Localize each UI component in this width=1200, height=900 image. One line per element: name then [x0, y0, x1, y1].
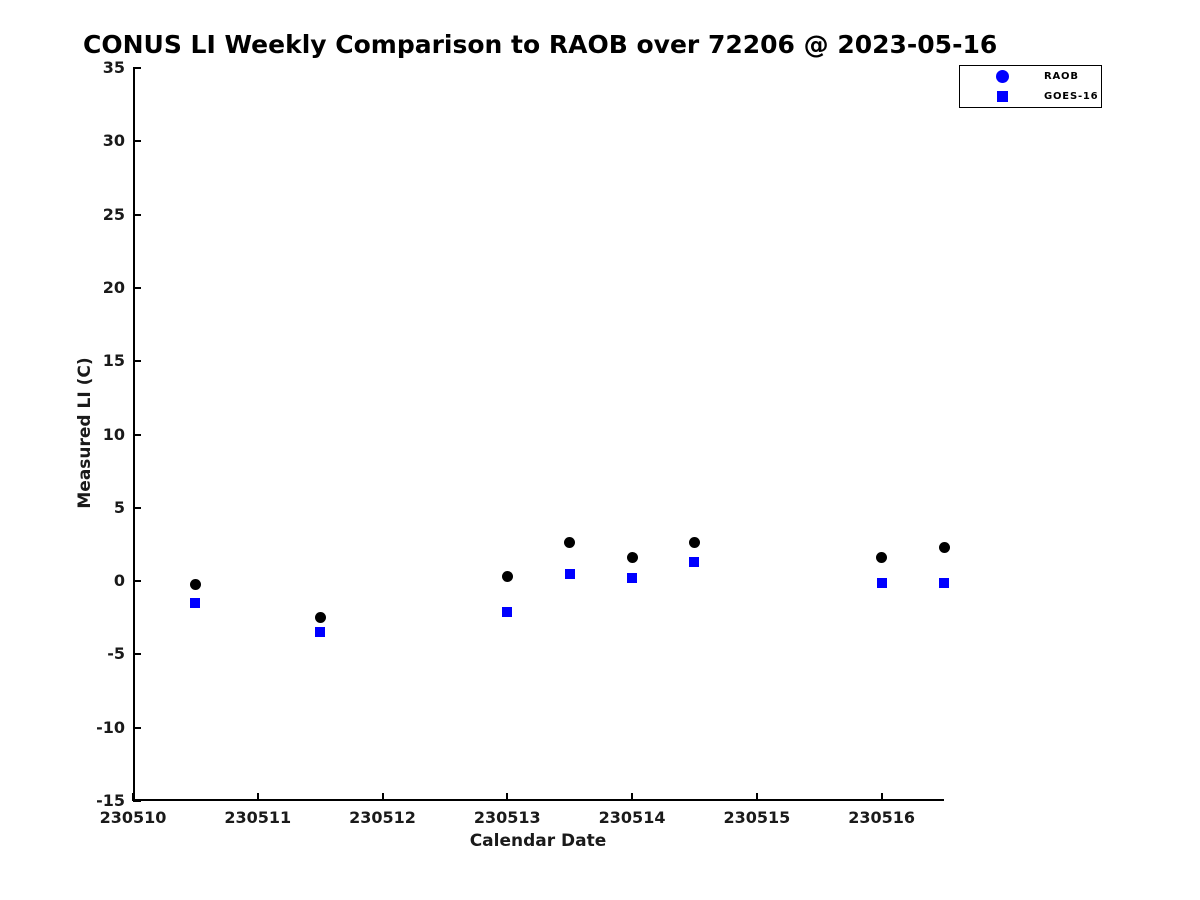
raob-data-marker: [626, 552, 638, 564]
y-tick-mark: [133, 580, 141, 583]
y-tick-label: 20: [102, 277, 125, 297]
legend-label-raob: RAOB: [1044, 71, 1079, 83]
raob-data-marker: [189, 578, 201, 590]
y-tick-label: -10: [96, 717, 125, 737]
x-tick-label: 230513: [473, 808, 541, 827]
y-tick-label: 25: [102, 204, 125, 224]
y-tick-mark: [133, 213, 141, 216]
x-tick-label: 230512: [349, 808, 416, 827]
y-tick-mark: [133, 286, 141, 289]
goes16-legend-marker-cell: [960, 90, 1044, 102]
y-tick-mark: [133, 360, 141, 363]
goes-16-data-marker: [689, 557, 700, 568]
x-tick-label: 230510: [99, 808, 167, 827]
goes-16-data-marker: [315, 627, 326, 638]
y-tick-mark: [133, 433, 141, 436]
y-tick-label: 10: [102, 424, 125, 444]
x-axis-label: Calendar Date: [469, 831, 607, 851]
y-tick-label: -15: [96, 791, 125, 810]
legend-label-goes16: GOES-16: [1044, 90, 1099, 102]
y-tick-mark: [133, 67, 141, 69]
x-tick-mark: [506, 793, 509, 801]
y-tick-label: 35: [102, 58, 125, 77]
x-tick-mark: [256, 793, 259, 801]
x-tick-mark: [631, 793, 634, 801]
plot-area: [133, 68, 944, 801]
goes-16-data-marker: [564, 568, 575, 579]
raob-circle-icon: [995, 70, 1009, 84]
y-tick-mark: [133, 653, 141, 656]
y-tick-mark: [133, 506, 141, 509]
goes-16-data-marker: [190, 598, 201, 609]
x-tick-label: 230515: [723, 808, 791, 827]
goes16-square-icon: [996, 90, 1008, 102]
goes-16-data-marker: [502, 606, 513, 617]
legend: RAOB GOES-16: [959, 65, 1102, 108]
legend-item-raob: RAOB: [960, 68, 1101, 86]
x-tick-label: 230516: [848, 808, 915, 827]
y-tick-label: 15: [102, 351, 125, 371]
goes-16-data-marker: [627, 573, 638, 584]
raob-data-marker: [688, 537, 700, 549]
goes-16-data-marker: [876, 577, 887, 588]
x-tick-label: 230514: [598, 808, 666, 827]
raob-data-marker: [938, 541, 950, 553]
raob-data-marker: [876, 552, 888, 564]
raob-data-marker: [564, 537, 576, 549]
y-tick-label: 5: [113, 497, 125, 517]
y-axis-label-text: Measured LI (C): [75, 357, 95, 509]
y-tick-label: 30: [102, 131, 125, 151]
goes-16-data-marker: [939, 577, 949, 588]
y-tick-label: -5: [107, 644, 125, 664]
y-tick-mark: [133, 140, 141, 143]
y-tick-mark: [133, 800, 141, 802]
legend-item-goes16: GOES-16: [960, 87, 1101, 105]
x-tick-mark: [755, 793, 758, 801]
x-tick-mark: [880, 793, 883, 801]
x-tick-mark: [381, 793, 384, 801]
x-tick-mark: [132, 793, 134, 801]
raob-data-marker: [314, 612, 326, 624]
raob-legend-marker-cell: [960, 70, 1044, 84]
x-tick-label: 230511: [224, 808, 292, 827]
chart-title: CONUS LI Weekly Comparison to RAOB over …: [83, 30, 998, 59]
y-tick-label: 0: [113, 571, 125, 591]
y-tick-mark: [133, 726, 141, 729]
raob-data-marker: [501, 571, 513, 583]
